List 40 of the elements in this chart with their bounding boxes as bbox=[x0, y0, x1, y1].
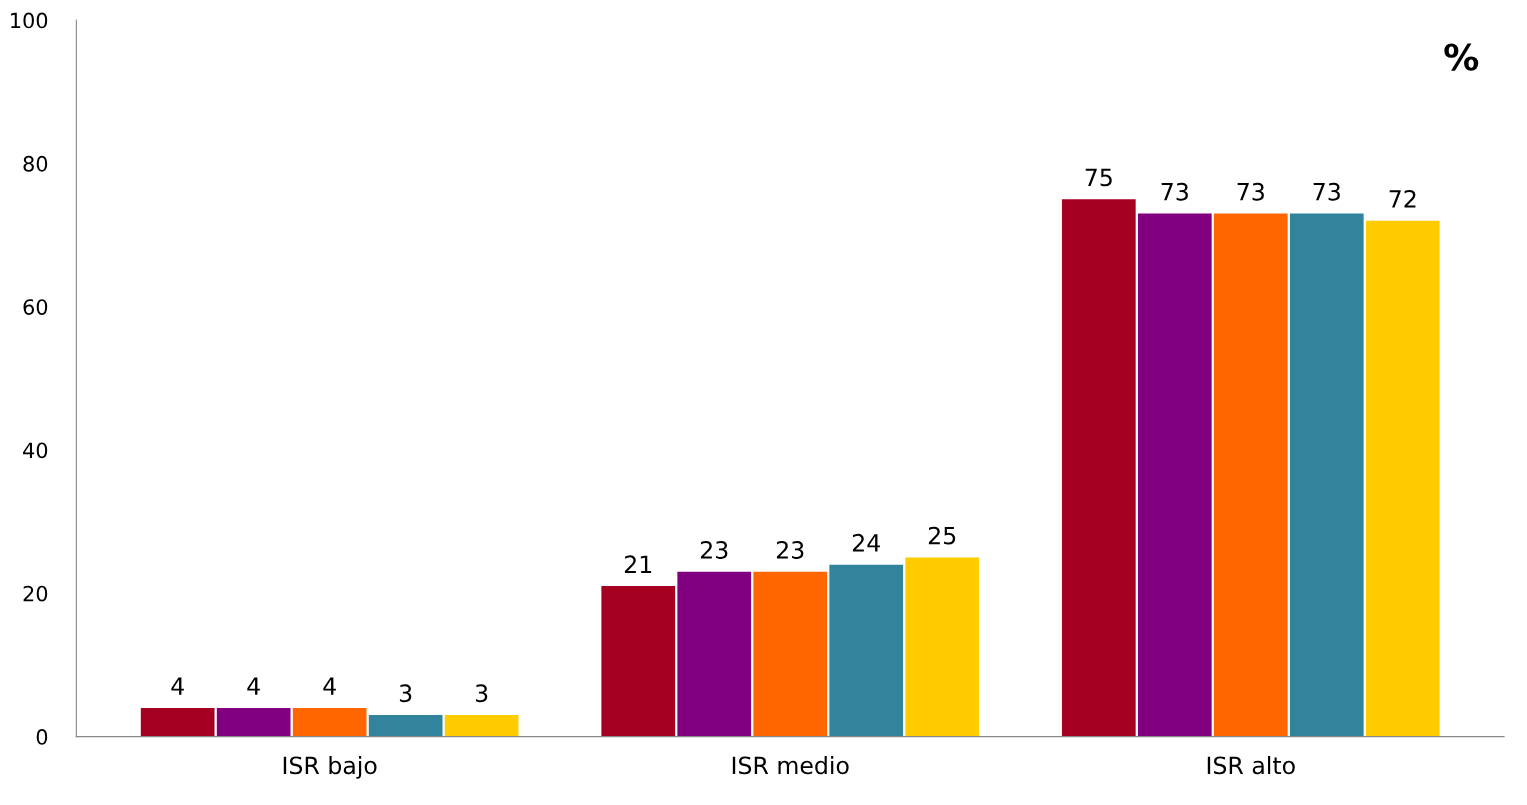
y-tick-label: 40 bbox=[23, 442, 48, 459]
bar bbox=[368, 715, 443, 737]
y-tick-label: 80 bbox=[23, 155, 48, 172]
bar bbox=[444, 715, 519, 737]
bar bbox=[601, 586, 676, 737]
bar bbox=[677, 571, 752, 737]
y-tick-label: 0 bbox=[36, 729, 48, 745]
bar bbox=[292, 707, 367, 737]
bar bbox=[905, 557, 980, 737]
data-label: 24 bbox=[852, 533, 880, 552]
x-tick-label: ISR medio bbox=[732, 756, 849, 775]
x-tick-label: ISR bajo bbox=[283, 756, 377, 779]
y-tick-label: 100 bbox=[11, 12, 48, 29]
bar bbox=[1061, 199, 1136, 737]
bar bbox=[1137, 213, 1212, 737]
y-tick-label: 60 bbox=[23, 299, 48, 315]
data-label: 73 bbox=[1161, 182, 1188, 201]
data-label: 73 bbox=[1237, 182, 1264, 201]
bar bbox=[1289, 213, 1364, 737]
data-label: 23 bbox=[700, 541, 728, 559]
y-tick-label: 20 bbox=[23, 585, 48, 602]
data-label: 72 bbox=[1389, 189, 1416, 208]
data-label: 4 bbox=[323, 677, 336, 695]
data-label: 4 bbox=[247, 677, 260, 695]
bar bbox=[753, 571, 828, 737]
data-label: 73 bbox=[1313, 182, 1340, 201]
data-label: 4 bbox=[171, 677, 184, 695]
annotation: % bbox=[1444, 43, 1479, 71]
data-label: 3 bbox=[399, 684, 412, 703]
bar bbox=[216, 707, 291, 737]
data-label: 25 bbox=[928, 526, 956, 545]
bar bbox=[140, 707, 215, 737]
bar bbox=[1213, 213, 1288, 737]
data-label: 3 bbox=[475, 684, 488, 703]
data-label: 23 bbox=[776, 541, 804, 559]
data-label: 75 bbox=[1085, 168, 1112, 187]
bar bbox=[829, 564, 904, 737]
data-label: 21 bbox=[624, 555, 652, 573]
bar bbox=[1365, 220, 1440, 737]
x-tick-label: ISR alto bbox=[1207, 756, 1295, 775]
